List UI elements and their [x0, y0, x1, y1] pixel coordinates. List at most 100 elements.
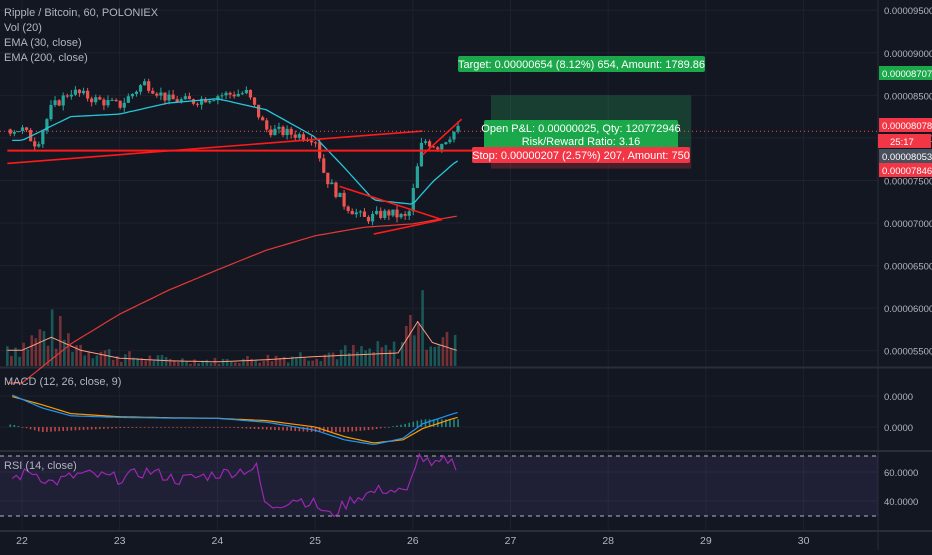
- candle-body: [228, 92, 232, 95]
- macd-histogram-bar: [416, 420, 419, 427]
- indicator-ema30[interactable]: EMA (30, close): [4, 37, 82, 49]
- macd-histogram-bar: [278, 427, 280, 431]
- macd-axis-tick-0: 0.0000: [884, 392, 913, 403]
- candle-body: [338, 192, 342, 198]
- candle-body: [273, 128, 277, 136]
- price-badge-box-2: [878, 134, 931, 148]
- candle-body: [232, 94, 236, 97]
- price-badge-3: 0.00008053: [882, 152, 932, 163]
- candle-body: [407, 211, 411, 216]
- candle-body: [375, 210, 379, 215]
- volume-bar: [148, 355, 152, 366]
- candle-body: [281, 126, 285, 136]
- macd-histogram-bar: [103, 427, 105, 429]
- candle-body: [81, 90, 86, 94]
- macd-histogram-bar: [241, 427, 244, 429]
- macd-histogram-bar: [123, 427, 126, 428]
- volume-bar: [115, 356, 119, 366]
- macd-histogram-bar: [453, 419, 455, 427]
- candle-body: [65, 95, 69, 97]
- trendline-2: [339, 185, 443, 221]
- candle-body: [41, 130, 45, 145]
- volume-bar: [83, 355, 86, 366]
- macd-histogram-bar: [13, 424, 16, 427]
- volume-bar: [307, 360, 310, 366]
- macd-histogram-bar: [213, 427, 215, 428]
- macd-histogram-bar: [392, 426, 394, 428]
- volume-bar: [22, 342, 25, 366]
- candle-body: [366, 216, 371, 222]
- macd-histogram-bar: [42, 427, 44, 433]
- macd-histogram-bar: [432, 419, 435, 427]
- stop-label: Stop: 0.00000207 (2.57%) 207, Amount: 75…: [472, 150, 690, 162]
- volume-bar: [437, 345, 441, 366]
- candle-body: [419, 142, 424, 167]
- volume-bar: [26, 349, 29, 366]
- macd-histogram-bar: [335, 427, 337, 433]
- macd-histogram-bar: [135, 427, 138, 428]
- volume-bar: [429, 346, 433, 366]
- volume-bar: [54, 348, 58, 366]
- macd-histogram-bar: [127, 427, 130, 428]
- macd-histogram-bar: [270, 427, 272, 430]
- macd-histogram-bar: [298, 427, 301, 432]
- macd-histogram-bar: [331, 427, 333, 433]
- candle-body: [265, 120, 269, 130]
- x-axis-label-27: 27: [505, 535, 517, 547]
- candle-body: [33, 141, 37, 147]
- price-badge-box-4: [879, 163, 932, 177]
- rsi-title[interactable]: RSI (14, close): [4, 460, 77, 472]
- volume-bar: [347, 352, 351, 366]
- volume-bar: [433, 347, 437, 366]
- symbol-title[interactable]: Ripple / Bitcoin, 60, POLONIEX: [4, 7, 159, 19]
- candle-body: [37, 144, 41, 147]
- candle-body: [73, 89, 78, 95]
- volume-bar: [238, 362, 241, 366]
- candle-body: [126, 96, 130, 103]
- volume-bar: [185, 361, 188, 366]
- price-axis-tick-5: 0.00007000: [884, 219, 932, 230]
- macd-histogram-bar: [249, 427, 252, 429]
- volume-bar: [67, 333, 70, 366]
- volume-bar: [368, 348, 371, 366]
- macd-title[interactable]: MACD (12, 26, close, 9): [4, 376, 122, 388]
- price-axis-tick-8: 0.00005500: [884, 347, 932, 358]
- candle-body: [195, 103, 200, 105]
- volume-bar: [132, 357, 135, 366]
- indicator-ema200[interactable]: EMA (200, close): [4, 52, 88, 64]
- macd-histogram-bar: [221, 427, 223, 428]
- indicator-volume[interactable]: Vol (20): [4, 22, 42, 34]
- volume-bar: [441, 337, 445, 366]
- macd-histogram-bar: [412, 421, 415, 427]
- volume-bar: [453, 334, 457, 366]
- candle-body: [297, 134, 301, 138]
- candle-body: [285, 128, 289, 136]
- candle-body: [114, 99, 118, 101]
- macd-line: [11, 394, 458, 445]
- volume-bar: [384, 344, 388, 366]
- candle-body: [236, 93, 240, 97]
- volume-bar: [242, 358, 245, 366]
- candle-body: [456, 125, 460, 132]
- volume-bar: [295, 357, 298, 366]
- macd-histogram-bar: [274, 427, 276, 431]
- stop-label-box: [472, 147, 690, 163]
- volume-bar: [6, 346, 9, 366]
- candle-body: [269, 129, 273, 136]
- volume-bar: [413, 335, 416, 366]
- volume-bar: [189, 363, 192, 366]
- candle-body: [427, 141, 432, 147]
- candle-body: [452, 131, 456, 140]
- candle-body: [391, 209, 395, 216]
- candle-body: [244, 89, 248, 94]
- candle-body: [200, 98, 204, 105]
- x-axis-label-24: 24: [212, 535, 224, 547]
- candle-body: [277, 126, 281, 129]
- volume-bar: [168, 358, 172, 366]
- macd-histogram-bar: [253, 427, 256, 429]
- volume-bar: [291, 356, 294, 366]
- macd-histogram-bar: [327, 427, 329, 433]
- macd-histogram-bar: [37, 427, 40, 432]
